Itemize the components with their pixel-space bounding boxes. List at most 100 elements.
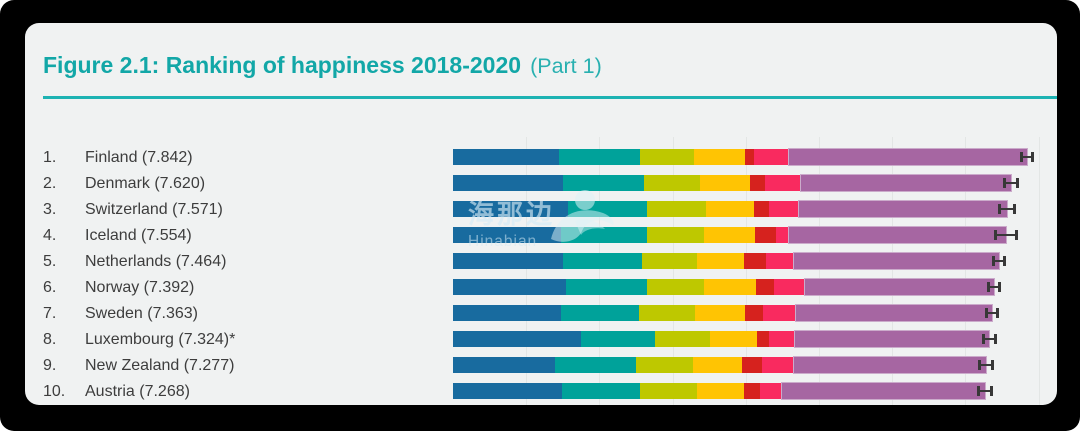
bar-segment-pink	[773, 279, 806, 295]
country-label: Luxembourg (7.324)*	[85, 331, 236, 348]
country-rank: 6.	[43, 279, 57, 296]
country-rank: 3.	[43, 201, 57, 218]
bar-segment-pink	[753, 149, 789, 165]
bar-segment-olive	[635, 357, 693, 373]
country-bar	[453, 305, 992, 321]
gridline	[526, 137, 528, 405]
bar-segment-pink	[776, 227, 789, 243]
confidence-interval-whisker	[984, 308, 1000, 318]
bar-segment-olive	[654, 331, 711, 347]
country-bar	[453, 149, 1027, 165]
bar-segment-teal	[558, 149, 640, 165]
bar-segment-pink	[769, 331, 795, 347]
bar-segment-yellow	[696, 383, 745, 399]
country-rank: 8.	[43, 331, 57, 348]
confidence-interval-whisker	[998, 204, 1017, 214]
gridline	[599, 137, 601, 405]
bar-segment-teal	[581, 331, 655, 347]
bar-segment-yellow	[696, 253, 745, 269]
country-row: 10. Austria (7.268)	[25, 383, 1057, 400]
bar-segment-pink	[761, 357, 795, 373]
confidence-interval-whisker	[1020, 152, 1034, 162]
bar-segment-teal	[567, 201, 647, 217]
country-bar	[453, 253, 1000, 269]
bar-segment-blue	[453, 201, 568, 217]
country-row: 1. Finland (7.842)	[25, 149, 1057, 166]
country-label: Iceland (7.554)	[85, 227, 192, 244]
bar-segment-blue	[453, 357, 556, 373]
country-row: 3. Switzerland (7.571)	[25, 201, 1057, 218]
bar-segment-yellow	[710, 331, 757, 347]
bar-segment-purple	[788, 227, 1006, 243]
bar-segment-olive	[641, 253, 697, 269]
figure-title-part: (Part 1)	[530, 54, 602, 78]
bar-segment-pink	[760, 383, 782, 399]
bar-segment-yellow	[694, 149, 745, 165]
bar-segment-olive	[646, 201, 707, 217]
country-label: Switzerland (7.571)	[85, 201, 223, 218]
bar-segment-red	[741, 357, 762, 373]
country-label: Austria (7.268)	[85, 383, 190, 400]
confidence-interval-whisker	[1003, 178, 1019, 188]
bar-segment-teal	[555, 357, 636, 373]
figure-card: Figure 2.1: Ranking of happiness 2018-20…	[25, 23, 1057, 405]
bar-segment-yellow	[699, 175, 751, 191]
country-rank: 5.	[43, 253, 57, 270]
happiness-bar-chart: 1. Finland (7.842) 2. Denmark (7.620) 3.…	[25, 137, 1057, 405]
gridline	[672, 137, 674, 405]
country-label: Finland (7.842)	[85, 149, 193, 166]
bar-segment-purple	[794, 331, 990, 347]
bar-segment-yellow	[703, 227, 755, 243]
bar-segment-yellow	[693, 357, 742, 373]
gridline	[745, 137, 747, 405]
bar-segment-yellow	[694, 305, 745, 321]
figure-title-main: Figure 2.1: Ranking of happiness 2018-20…	[43, 52, 522, 78]
bar-segment-purple	[794, 253, 1000, 269]
bar-segment-red	[744, 149, 754, 165]
confidence-interval-whisker	[987, 282, 1002, 292]
country-row: 5. Netherlands (7.464)	[25, 253, 1057, 270]
bar-segment-teal	[562, 383, 640, 399]
country-bar	[453, 227, 1006, 243]
country-label: New Zealand (7.277)	[85, 357, 235, 374]
country-bar	[453, 357, 986, 373]
bar-segment-red	[750, 175, 766, 191]
bar-segment-teal	[562, 175, 645, 191]
bar-segment-pink	[766, 253, 795, 269]
bar-segment-red	[756, 331, 770, 347]
bar-segment-blue	[453, 175, 563, 191]
bar-segment-teal	[565, 279, 648, 295]
country-row: 7. Sweden (7.363)	[25, 305, 1057, 322]
bar-segment-pink	[769, 201, 800, 217]
country-bar	[453, 201, 1008, 217]
bar-segment-yellow	[706, 201, 755, 217]
bar-segment-purple	[788, 149, 1027, 165]
country-label: Norway (7.392)	[85, 279, 195, 296]
country-bar	[453, 383, 985, 399]
bar-segment-blue	[453, 305, 562, 321]
bar-segment-teal	[562, 253, 642, 269]
country-rank: 2.	[43, 175, 57, 192]
country-row: 2. Denmark (7.620)	[25, 175, 1057, 192]
bar-segment-blue	[453, 279, 566, 295]
country-rank: 4.	[43, 227, 57, 244]
country-row: 8. Luxembourg (7.324)*	[25, 331, 1057, 348]
country-row: 4. Iceland (7.554)	[25, 227, 1057, 244]
bar-segment-olive	[647, 227, 704, 243]
bar-segment-red	[744, 383, 761, 399]
country-label: Sweden (7.363)	[85, 305, 198, 322]
bar-segment-teal	[561, 227, 648, 243]
bar-segment-olive	[644, 175, 700, 191]
bar-segment-olive	[647, 279, 705, 295]
bar-segment-purple	[799, 201, 1008, 217]
gridline	[1038, 137, 1040, 405]
country-bar	[453, 279, 995, 295]
country-rank: 10.	[43, 383, 66, 400]
bar-segment-purple	[781, 383, 985, 399]
country-label: Netherlands (7.464)	[85, 253, 227, 270]
bar-segment-teal	[561, 305, 639, 321]
figure-title: Figure 2.1: Ranking of happiness 2018-20…	[43, 52, 602, 79]
country-row: 9. New Zealand (7.277)	[25, 357, 1057, 374]
bar-segment-blue	[453, 383, 563, 399]
